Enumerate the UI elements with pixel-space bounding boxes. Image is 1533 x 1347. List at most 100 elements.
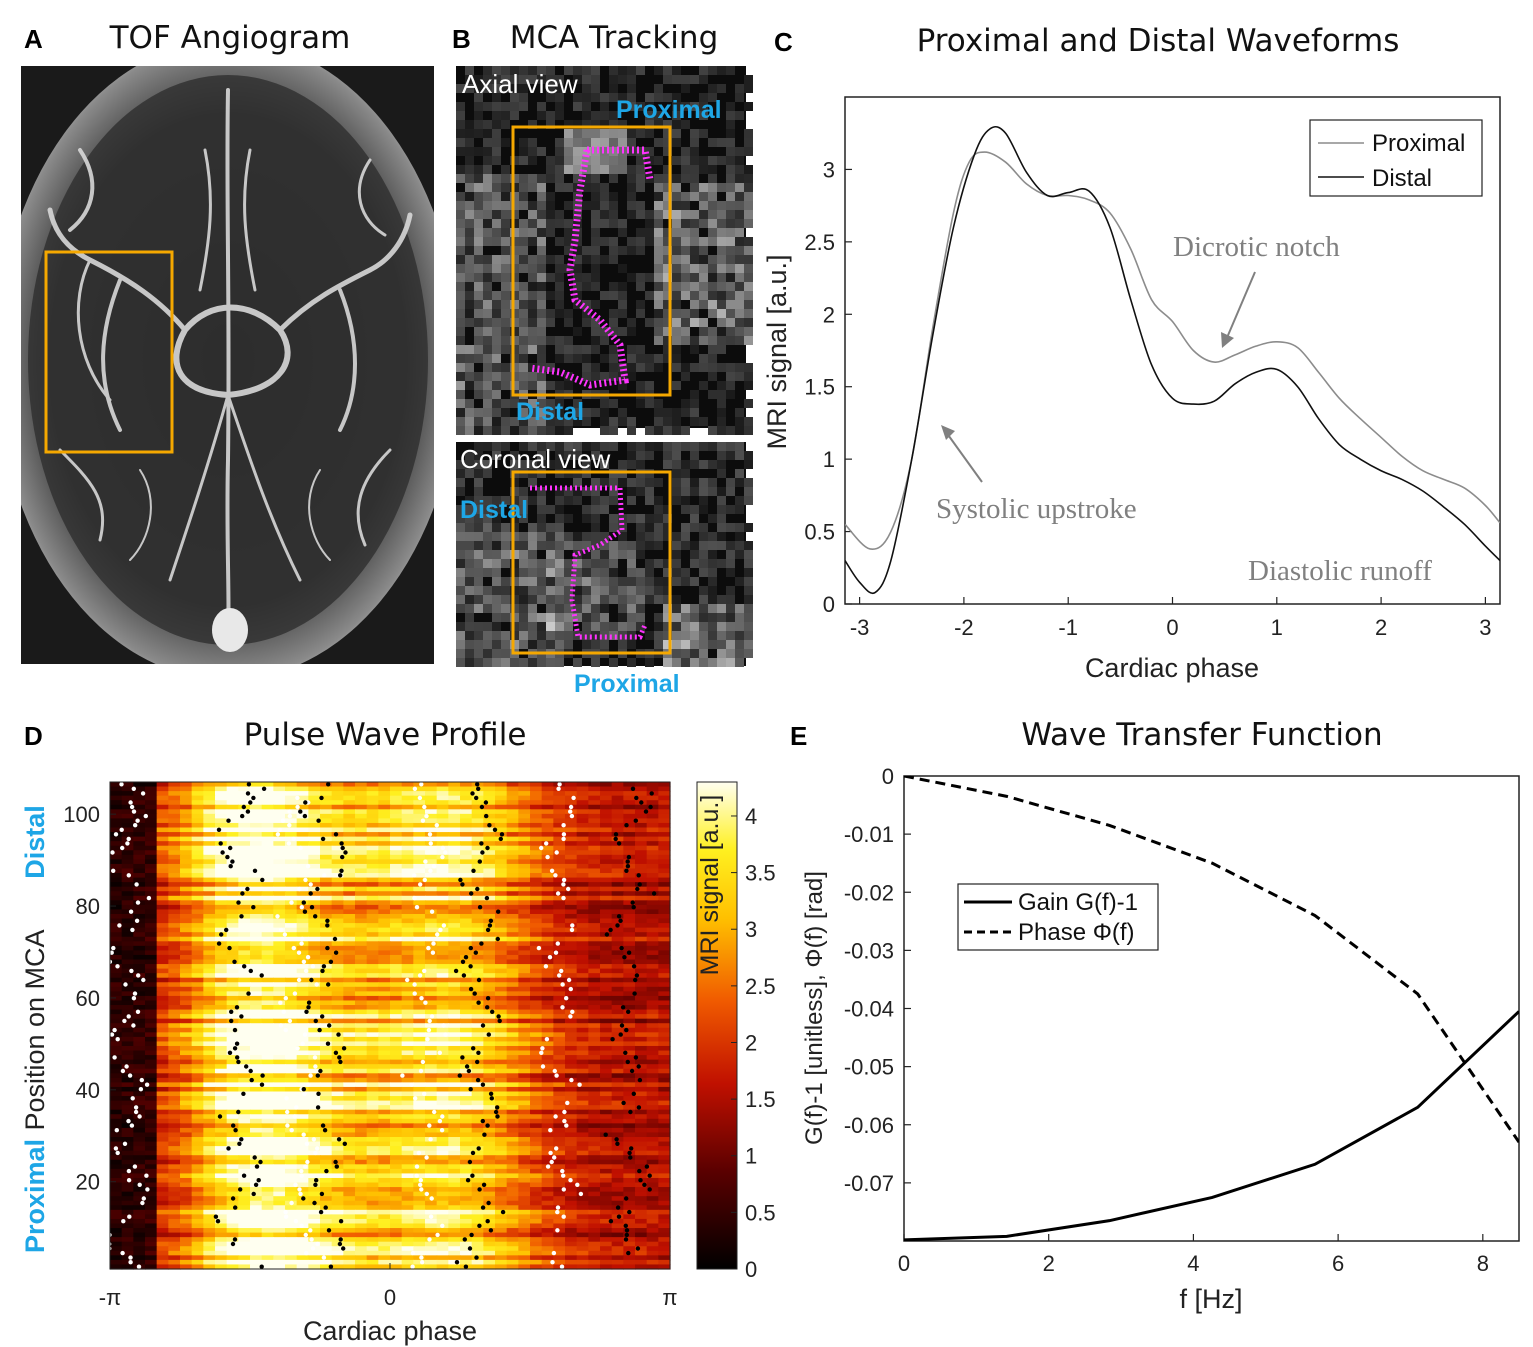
mri-pixel (654, 255, 663, 264)
heatmap-cell (471, 1045, 484, 1052)
heatmap-cell (145, 1009, 158, 1015)
heatmap-cell (110, 936, 123, 942)
mri-pixel (474, 478, 483, 487)
heatmap-cell (506, 1041, 519, 1047)
mri-pixel (654, 327, 663, 336)
heatmap-cell (658, 945, 671, 951)
heatmap-cell (273, 882, 286, 888)
mri-pixel (735, 282, 744, 291)
mri-pixel (609, 129, 618, 138)
mri-pixel (600, 568, 609, 577)
mri-pixel (465, 595, 474, 604)
mri-pixel (726, 192, 735, 201)
heatmap-cell (425, 964, 438, 970)
heatmap-cell (506, 900, 519, 906)
mri-pixel (483, 640, 492, 649)
heatmap-cell (331, 1041, 344, 1047)
heatmap-cell (541, 1064, 554, 1070)
heatmap-cell (320, 818, 333, 824)
heatmap-cell (261, 923, 274, 929)
heatmap-cell (366, 832, 379, 838)
mri-pixel (744, 399, 753, 408)
heatmap-cell (215, 809, 228, 815)
heatmap-cell (460, 1032, 473, 1038)
heatmap-cell (191, 1082, 204, 1088)
heatmap-cell (203, 891, 216, 897)
heatmap-cell (460, 895, 473, 901)
heatmap-cell (390, 1023, 403, 1029)
heatmap-cell (238, 1082, 251, 1088)
heatmap-cell (436, 1041, 449, 1047)
heatmap-cell (320, 986, 333, 992)
heatmap-cell (553, 868, 566, 874)
heatmap-cell (180, 964, 193, 970)
mri-pixel (582, 541, 591, 550)
heatmap-cell (331, 954, 344, 961)
heatmap-cell (191, 1023, 204, 1029)
heatmap-cell (343, 1009, 356, 1015)
heatmap-cell (331, 813, 344, 820)
heatmap-cell (250, 1077, 263, 1083)
heatmap-cell (460, 913, 473, 920)
heatmap-cell (483, 836, 496, 842)
heatmap-cell (145, 1000, 158, 1006)
heatmap-cell (483, 964, 496, 970)
heatmap-cell (518, 895, 531, 901)
heatmap-cell (238, 782, 251, 788)
mri-pixel (636, 442, 645, 451)
mri-pixel (717, 640, 726, 649)
mri-pixel (708, 631, 717, 640)
mri-pixel (654, 237, 663, 246)
mri-pixel (456, 255, 465, 264)
mri-pixel (717, 523, 726, 532)
mri-pixel (645, 237, 654, 246)
mri-pixel (735, 84, 744, 93)
heatmap-cell (296, 982, 309, 988)
heatmap-cell (168, 800, 181, 806)
heatmap-cell (355, 782, 368, 788)
heatmap-cell (623, 945, 636, 951)
heatmap-cell (121, 791, 134, 797)
mri-pixel (645, 381, 654, 390)
mri-pixel (555, 451, 564, 460)
mri-pixel (735, 613, 744, 622)
heatmap-cell (401, 1032, 414, 1038)
heatmap-cell (203, 1073, 216, 1079)
heatmap-cell (646, 877, 659, 883)
heatmap-cell (378, 1036, 391, 1043)
heatmap-cell (378, 954, 391, 961)
heatmap-cell (133, 1055, 146, 1061)
mri-pixel (735, 505, 744, 514)
heatmap-cell (506, 982, 519, 988)
heatmap-cell (658, 1036, 671, 1043)
heatmap-cell (506, 1014, 519, 1020)
heatmap-cell (355, 832, 368, 838)
mri-pixel (483, 496, 492, 505)
heatmap-cell (413, 913, 426, 920)
heatmap-cell (401, 832, 414, 838)
heatmap-cell (355, 1045, 368, 1052)
mri-pixel (726, 111, 735, 120)
heatmap-cell (436, 927, 449, 933)
heatmap-cell (156, 973, 169, 979)
heatmap-cell (425, 859, 438, 865)
mri-pixel (717, 408, 726, 417)
heatmap-cell (238, 841, 251, 847)
heatmap-cell (401, 1045, 414, 1052)
heatmap-cell (436, 973, 449, 979)
mri-pixel (465, 514, 474, 523)
heatmap-cell (250, 1050, 263, 1056)
heatmap-cell (250, 923, 263, 929)
mri-pixel (735, 363, 744, 372)
mri-pixel (465, 282, 474, 291)
heatmap-cell (611, 863, 624, 870)
heatmap-cell (600, 809, 613, 815)
heatmap-cell (343, 863, 356, 870)
heatmap-cell (506, 800, 519, 806)
mri-pixel (483, 595, 492, 604)
heatmap-cell (238, 795, 251, 801)
heatmap-cell (378, 882, 391, 888)
heatmap-cell (378, 891, 391, 897)
heatmap-cell (588, 809, 601, 815)
heatmap-cell (110, 818, 123, 824)
